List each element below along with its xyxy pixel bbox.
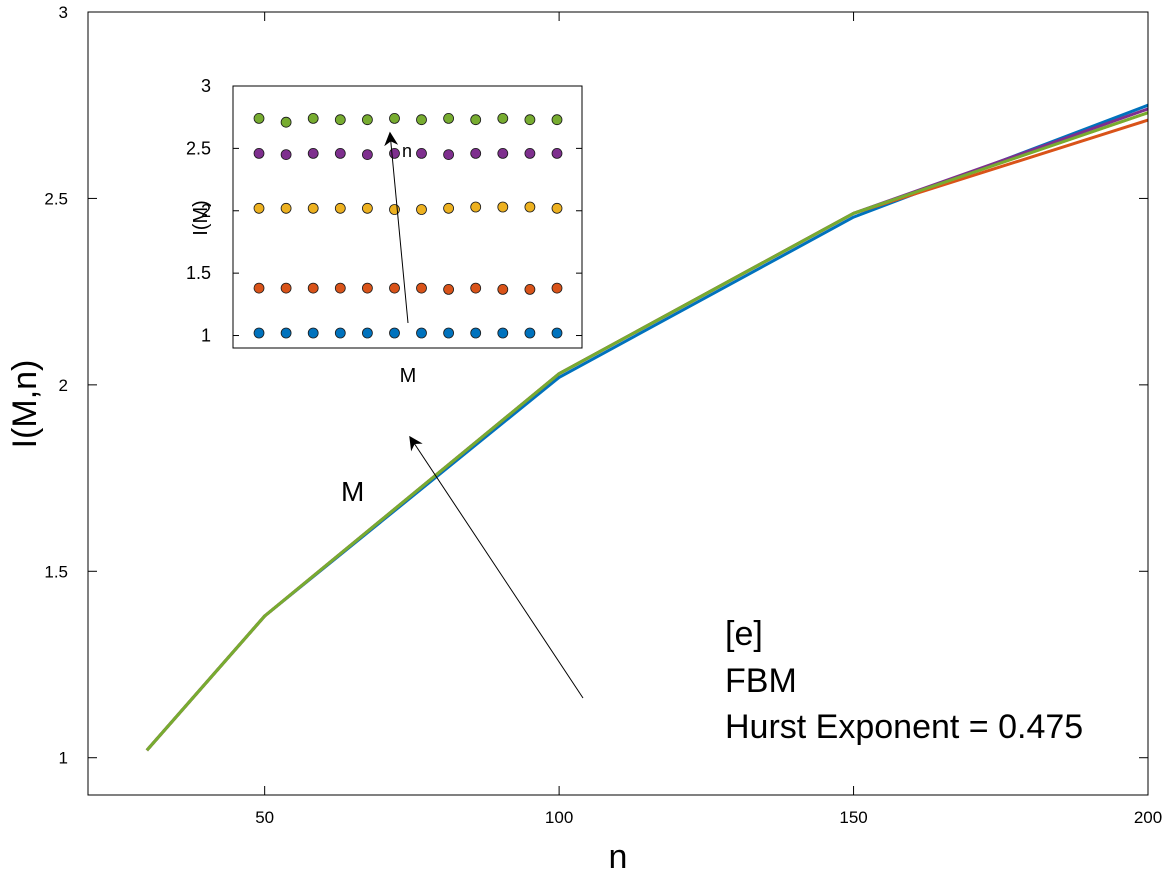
n-arrow-label: n: [402, 141, 412, 161]
inset-series-5-point: [551, 114, 563, 126]
inset-series-3-point: [280, 202, 292, 214]
inset-series-1-point: [470, 327, 482, 339]
inset-series-4-point: [280, 149, 292, 161]
inset-series-1-point: [361, 327, 373, 339]
inset-series-5-point: [389, 113, 400, 124]
hurst-exponent-text: Hurst Exponent = 0.475: [725, 708, 1083, 746]
inset-y-axis-label: I(M): [190, 200, 212, 236]
main-x-tick-label: 200: [1134, 808, 1162, 827]
main-y-tick-label: 1.5: [44, 562, 68, 581]
inset-series-3-point: [334, 202, 346, 214]
inset-y-tick-label: 2.5: [186, 138, 211, 158]
inset-series-5-point: [497, 113, 509, 124]
inset-series-1-point: [524, 327, 536, 339]
inset-plot-background: [233, 86, 582, 348]
inset-series-2-point: [497, 283, 509, 295]
inset-series-2-point: [443, 283, 455, 295]
main-y-tick-label: 3: [59, 3, 68, 22]
main-x-axis-label: n: [609, 838, 628, 875]
inset-series-1-point: [389, 327, 400, 339]
inset-series-5-point: [416, 114, 427, 126]
inset-series-5-point: [443, 113, 455, 124]
inset-series-1-point: [443, 327, 455, 339]
inset-series-1-point: [497, 327, 509, 339]
inset-series-4-point: [307, 147, 319, 159]
inset-series-2-point: [551, 282, 563, 294]
inset-series-2-point: [470, 282, 482, 294]
inset-series-2-point: [334, 282, 346, 294]
main-y-tick-label: 1: [59, 749, 68, 768]
model-name-text: FBM: [725, 662, 797, 700]
inset-series-3-point: [497, 201, 509, 213]
inset-series-3-point: [524, 201, 536, 213]
inset-series-5-point: [253, 113, 265, 124]
n-direction-arrow: [384, 131, 409, 324]
inset-series-3-point: [307, 202, 319, 214]
main-x-tick-label: 50: [255, 808, 274, 827]
inset-series-4-point: [253, 147, 265, 159]
inset-y-tick-label: 2: [201, 201, 211, 221]
inset-series-5-point: [470, 114, 482, 126]
main-plot-frame: [87, 11, 1149, 796]
inset-series-2-point: [307, 282, 319, 294]
main-x-tick-label: 100: [545, 808, 573, 827]
inset-plot-frame: [232, 85, 583, 349]
main-series-line-5: [145, 111, 1149, 752]
m-direction-arrow: [409, 435, 584, 699]
inset-y-tick-label: 1.5: [186, 263, 211, 283]
inset-series-1-point: [280, 327, 292, 339]
inset-series-1-point: [551, 327, 563, 339]
inset-series-4-point: [416, 147, 427, 159]
inset-series-4-point: [524, 147, 536, 159]
inset-series-1-point: [416, 327, 427, 339]
inset-series-5-point: [334, 114, 346, 126]
inset-plot: 1 1.5 2 2.5 3 M I(M) n: [186, 76, 583, 387]
inset-series-4-point: [551, 147, 563, 159]
inset-series-3-point: [470, 201, 482, 213]
main-y-tick-label: 2: [59, 376, 68, 395]
inset-series-4-point: [361, 149, 373, 161]
inset-series-3-point: [443, 202, 455, 214]
inset-series-4-point: [389, 147, 400, 159]
inset-series-3-point: [416, 204, 427, 215]
main-y-axis-label: I(M,n): [6, 360, 44, 449]
inset-series-4-point: [470, 147, 482, 159]
inset-y-tick-label: 3: [201, 76, 211, 96]
inset-series-1-point: [307, 327, 319, 339]
inset-series-2-point: [280, 282, 292, 294]
inset-series-4-point: [334, 147, 346, 159]
inset-x-axis-label: M: [400, 365, 417, 387]
inset-series-2-point: [416, 282, 427, 294]
inset-series-2-point: [361, 282, 373, 294]
inset-series-2-point: [389, 282, 400, 294]
inset-series-5-point: [524, 114, 536, 126]
inset-series-5-point: [280, 116, 292, 128]
main-y-tick-label: 2.5: [44, 189, 68, 208]
inset-series-1-point: [334, 327, 346, 339]
inset-series-2-point: [524, 283, 536, 295]
inset-series-4-point: [497, 147, 509, 159]
inset-y-tick-label: 1: [201, 326, 211, 346]
inset-series-3-point: [253, 202, 265, 214]
inset-series-5-point: [361, 114, 373, 126]
inset-series-2-point: [253, 282, 265, 294]
main-x-tick-label: 150: [839, 808, 867, 827]
inset-series-3-point: [551, 202, 563, 214]
inset-series-4-point: [443, 149, 455, 161]
inset-series-5-point: [307, 113, 319, 124]
panel-label-text: [e]: [725, 615, 763, 653]
m-arrow-label: M: [341, 476, 364, 507]
inset-series-3-point: [361, 202, 373, 214]
inset-series-1-point: [253, 327, 265, 339]
